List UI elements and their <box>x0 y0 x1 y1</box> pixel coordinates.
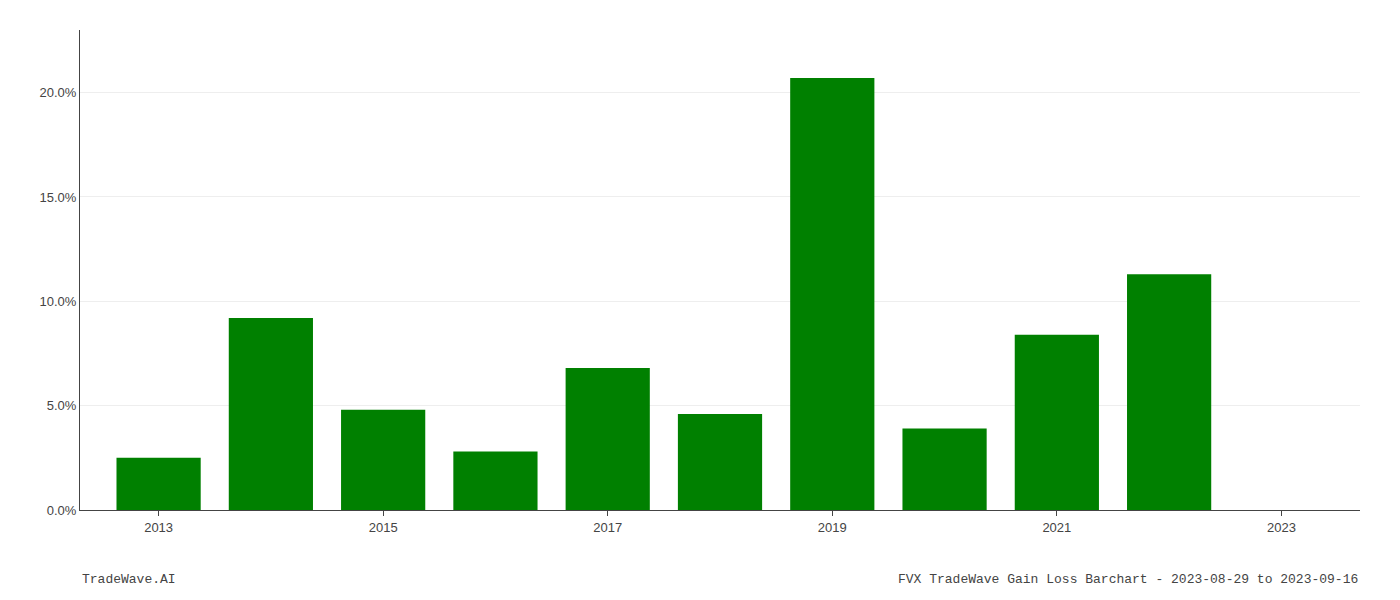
svg-text:2019: 2019 <box>818 520 847 535</box>
svg-text:5.0%: 5.0% <box>47 398 77 413</box>
svg-text:TradeWave.AI: TradeWave.AI <box>82 572 176 587</box>
svg-text:10.0%: 10.0% <box>40 294 77 309</box>
svg-text:2017: 2017 <box>593 520 622 535</box>
svg-text:2013: 2013 <box>144 520 173 535</box>
svg-text:0.0%: 0.0% <box>47 503 77 518</box>
svg-text:2023: 2023 <box>1267 520 1296 535</box>
svg-text:2015: 2015 <box>369 520 398 535</box>
svg-text:15.0%: 15.0% <box>40 190 77 205</box>
svg-text:2021: 2021 <box>1042 520 1071 535</box>
svg-text:20.0%: 20.0% <box>40 85 77 100</box>
svg-text:FVX TradeWave Gain Loss Barcha: FVX TradeWave Gain Loss Barchart - 2023-… <box>898 572 1358 587</box>
